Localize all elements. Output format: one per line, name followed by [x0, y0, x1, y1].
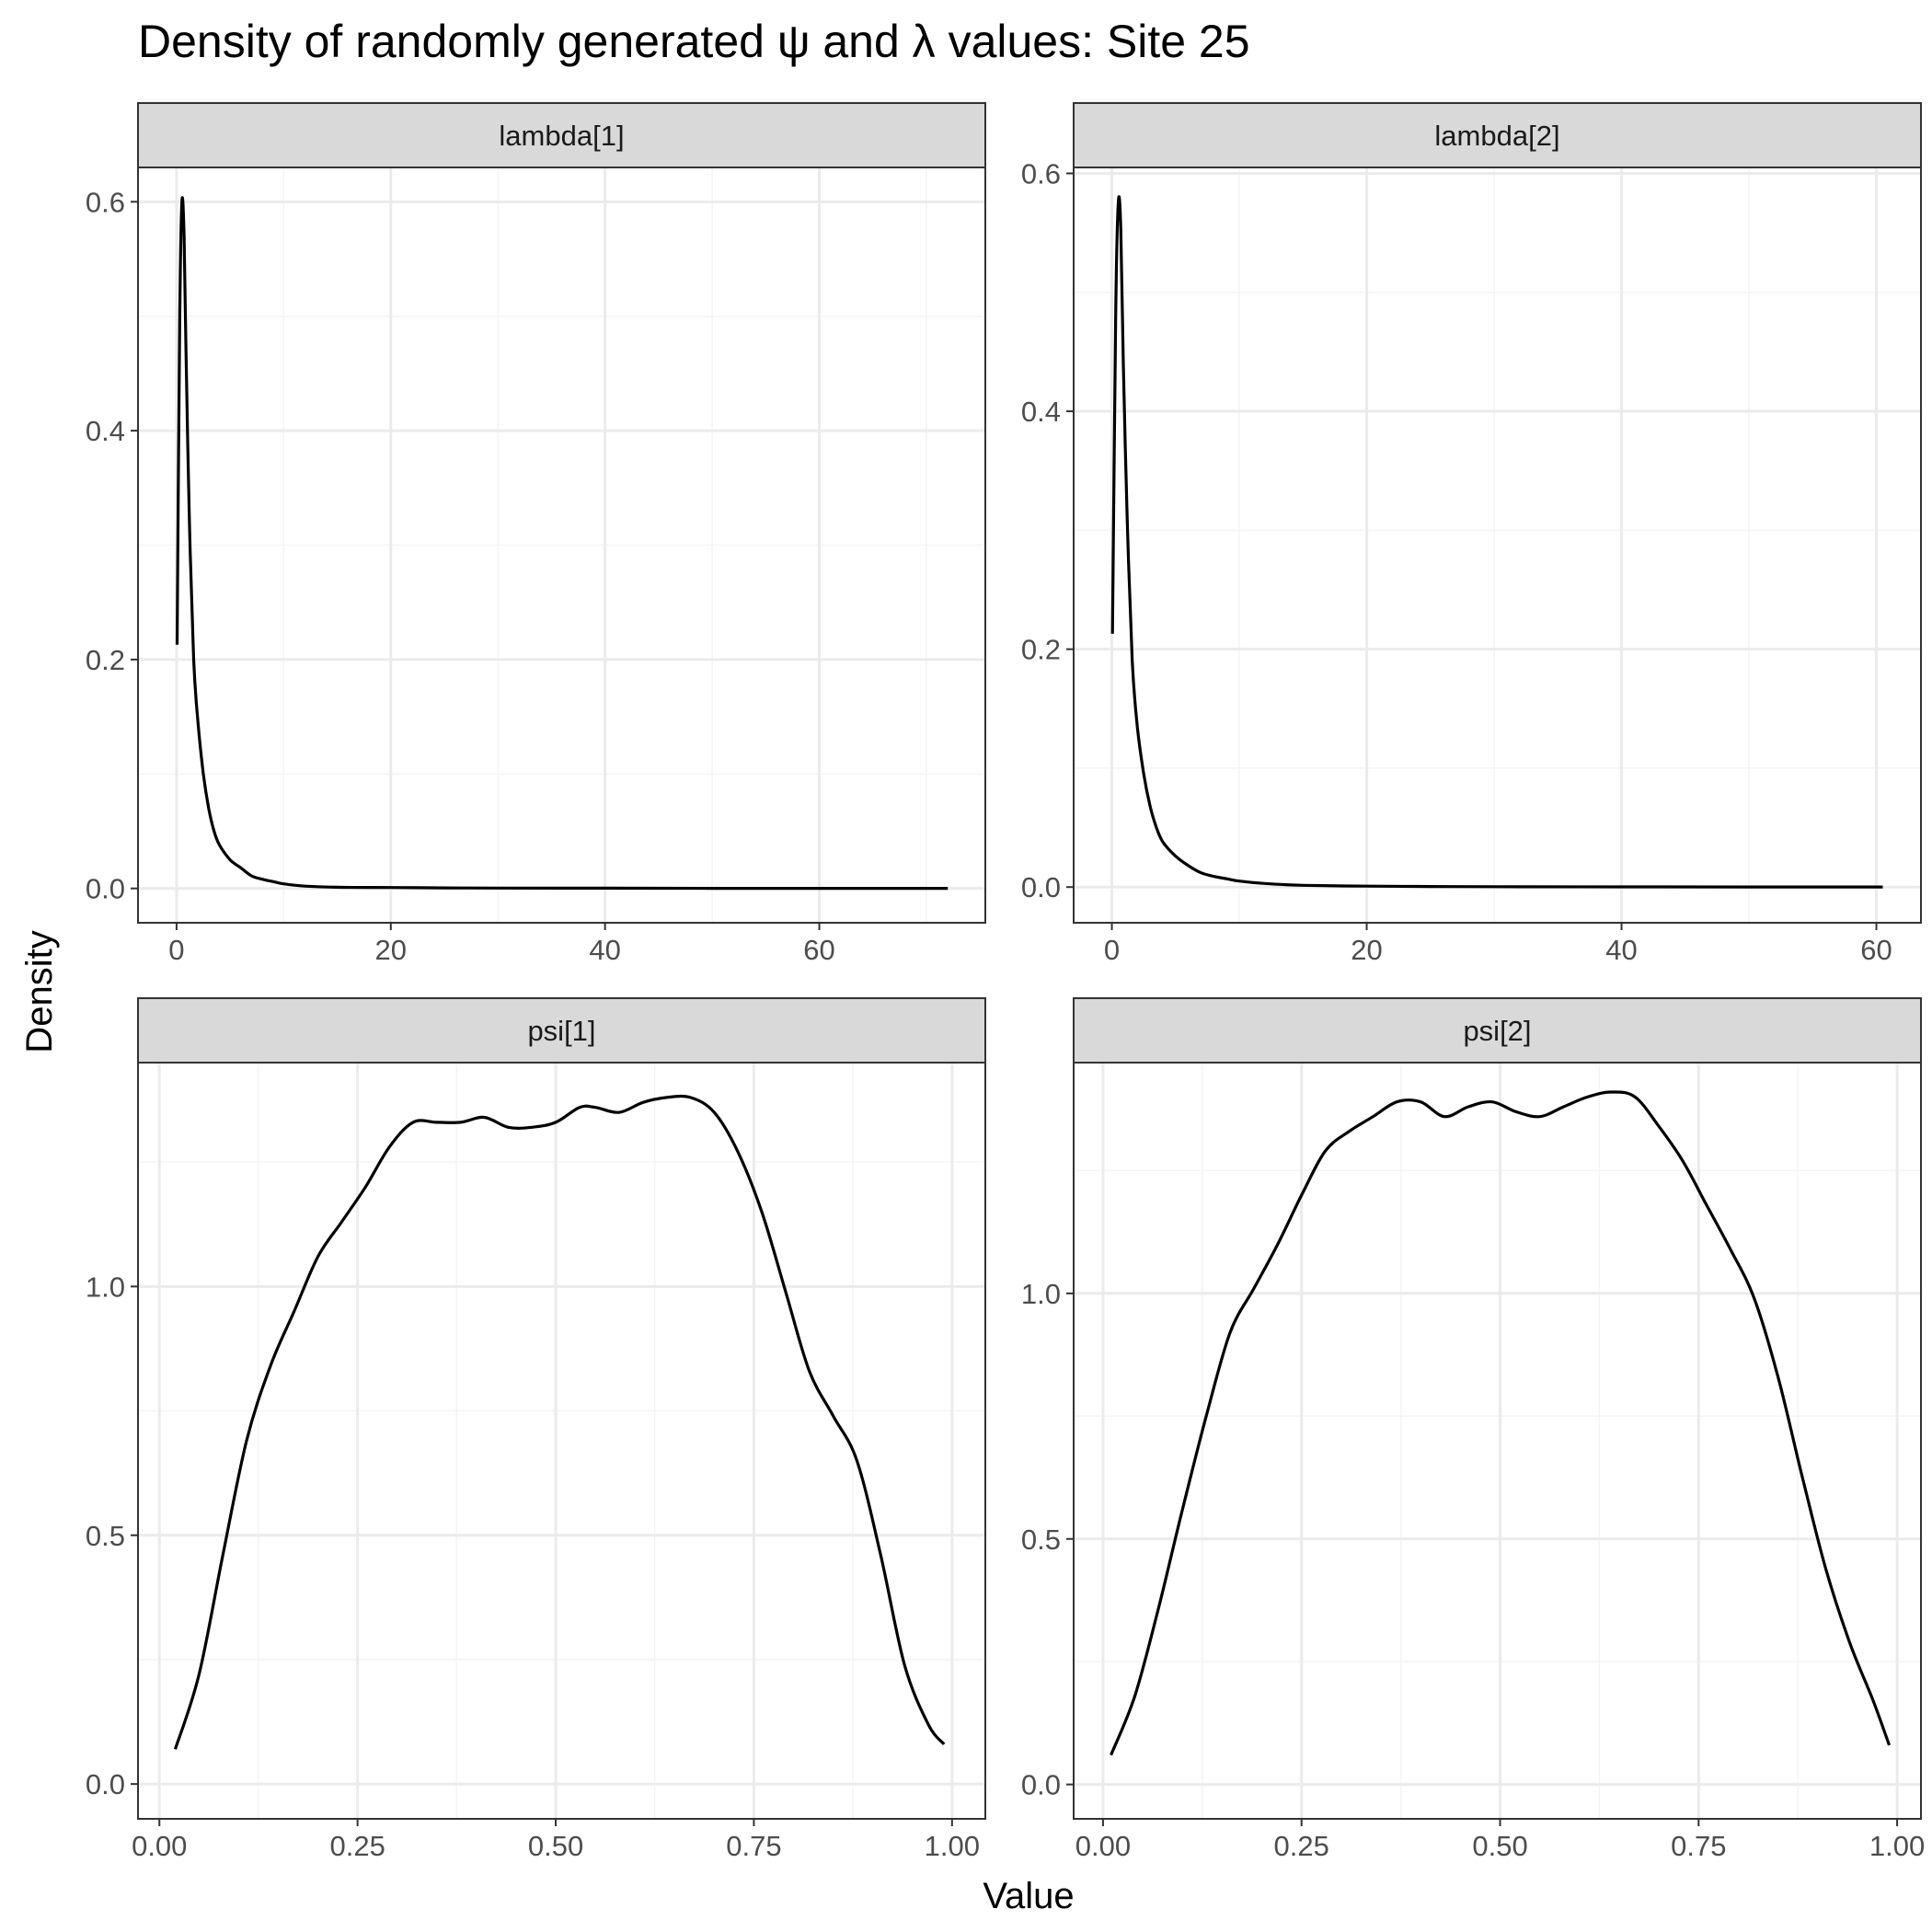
x-tick-label: 1.00	[1869, 1830, 1925, 1862]
x-tick-label: 1.00	[925, 1830, 980, 1862]
y-tick-label: 0.6	[86, 186, 125, 218]
x-tick-label: 0.00	[1075, 1830, 1131, 1862]
facet-strip	[1073, 102, 1922, 168]
facet-strip	[137, 102, 986, 168]
panel-lambda-2: lambda[2] 0 20 40 60 0.0 0.2 0.4 0.6	[1021, 102, 1922, 966]
x-tick-label: 0.25	[1274, 1830, 1329, 1862]
panel-axes: 0 20 40 60 0.0 0.2 0.4 0.6	[86, 186, 835, 966]
facet-label: psi[2]	[1463, 1015, 1531, 1047]
x-tick-label: 0.75	[1671, 1830, 1726, 1862]
panel-background	[138, 1063, 985, 1819]
facet-strip	[137, 997, 986, 1064]
y-tick-label: 0.0	[1021, 871, 1061, 903]
panel-grid	[138, 1063, 985, 1819]
x-tick-label: 20	[1351, 934, 1382, 966]
x-tick-label: 0.75	[726, 1830, 781, 1862]
y-tick-label: 0.0	[86, 873, 125, 905]
y-tick-label: 0.2	[86, 644, 125, 676]
x-tick-label: 0.50	[1472, 1830, 1527, 1862]
panel-psi-2: psi[2] 0.00 0.25 0.50 0.75 1.00 0.0 0.5 1.0	[1021, 997, 1925, 1862]
panel-grid	[138, 167, 985, 923]
facet-strip	[1073, 997, 1922, 1064]
y-axis-title: Density	[19, 930, 60, 1052]
x-axis-title: Value	[983, 1876, 1074, 1916]
y-tick-label: 0.0	[1021, 1769, 1061, 1801]
panel-axes: 0.00 0.25 0.50 0.75 1.00 0.0 0.5 1.0	[1021, 1278, 1925, 1862]
x-tick-label: 0	[168, 934, 184, 966]
panel-axes: 0.00 0.25 0.50 0.75 1.00 0.0 0.5 1.0	[86, 1271, 980, 1862]
y-tick-label: 0.0	[86, 1768, 125, 1800]
panel-axes: 0 20 40 60 0.0 0.2 0.4 0.6	[1021, 157, 1892, 966]
panel-background	[1074, 167, 1921, 923]
density-line	[175, 196, 949, 891]
density-line	[173, 1094, 946, 1750]
density-line	[1110, 1090, 1892, 1756]
y-tick-label: 0.2	[1021, 634, 1061, 666]
x-tick-label: 0	[1104, 934, 1120, 966]
y-tick-label: 0.5	[1021, 1524, 1061, 1556]
x-tick-label: 0.00	[132, 1830, 187, 1862]
density-curve-psi-1	[173, 1094, 946, 1750]
x-tick-label: 60	[1860, 934, 1892, 966]
y-tick-label: 1.0	[86, 1271, 125, 1303]
y-tick-label: 1.0	[1021, 1278, 1061, 1310]
density-line	[1110, 195, 1883, 889]
density-curve-lambda-2	[1110, 195, 1883, 889]
panel-psi-1: psi[1] 0.00 0.25 0.50 0.75 1.00 0.0 0.5 1.0	[86, 997, 986, 1862]
facet-label: lambda[2]	[1434, 120, 1559, 152]
facet-label: psi[1]	[527, 1015, 595, 1047]
panel-lambda-1: lambda[1] 0 20 40 60 0.0 0.2 0.4 0.6	[86, 102, 986, 966]
y-tick-label: 0.4	[1021, 396, 1061, 428]
x-tick-label: 0.50	[528, 1830, 583, 1862]
y-tick-label: 0.6	[1021, 157, 1061, 190]
x-tick-label: 40	[1605, 934, 1637, 966]
chart-title: Density of randomly generated ψ and λ va…	[138, 16, 1250, 67]
panel-grid	[1074, 167, 1921, 923]
x-tick-label: 60	[803, 934, 834, 966]
facet-label: lambda[1]	[499, 120, 624, 152]
y-tick-label: 0.5	[86, 1520, 125, 1552]
x-tick-label: 40	[589, 934, 620, 966]
x-tick-label: 20	[375, 934, 407, 966]
density-curve-lambda-1	[175, 196, 949, 891]
y-tick-label: 0.4	[86, 415, 125, 447]
panel-background	[1074, 1063, 1921, 1819]
panel-grid	[1074, 1063, 1921, 1819]
density-curve-psi-2	[1110, 1090, 1892, 1756]
x-tick-label: 0.25	[329, 1830, 385, 1862]
